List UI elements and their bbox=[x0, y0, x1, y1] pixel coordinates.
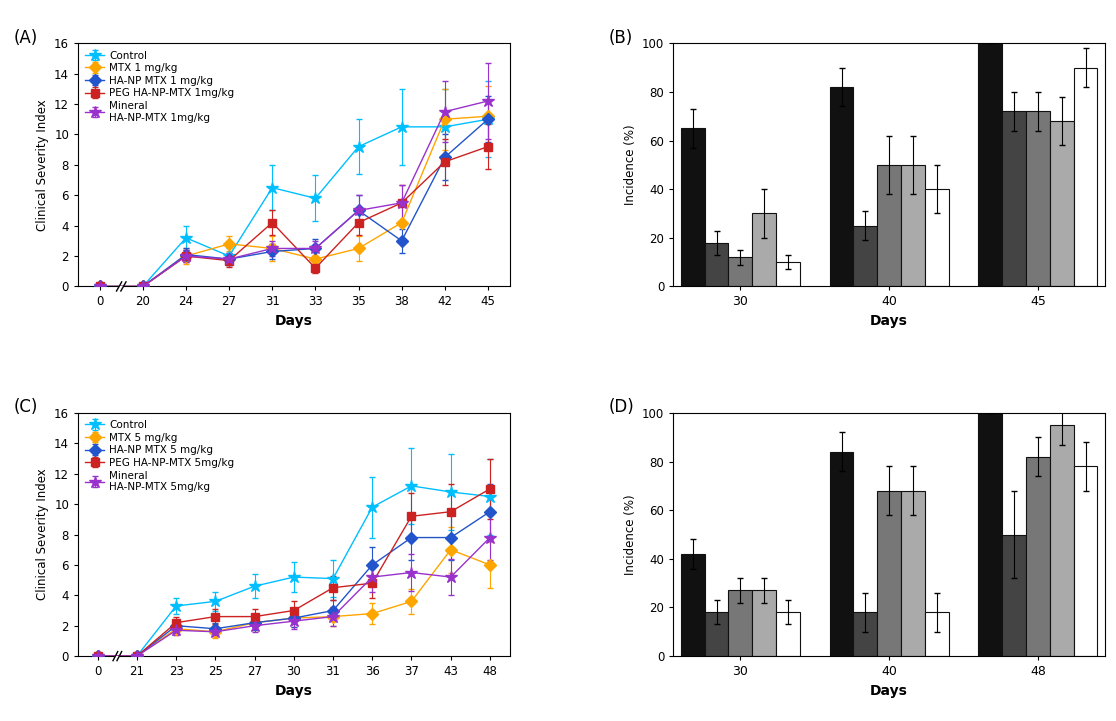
Legend: Control, MTX 1 mg/kg, HA-NP MTX 1 mg/kg, PEG HA-NP-MTX 1mg/kg, Mineral
HA-NP-MTX: Control, MTX 1 mg/kg, HA-NP MTX 1 mg/kg,… bbox=[84, 48, 237, 125]
Legend: Control, MTX 5 mg/kg, HA-NP MTX 5 mg/kg, PEG HA-NP-MTX 5mg/kg, Mineral
HA-NP-MTX: Control, MTX 5 mg/kg, HA-NP MTX 5 mg/kg,… bbox=[84, 418, 237, 495]
Bar bbox=[1074, 466, 1097, 656]
Bar bbox=[877, 491, 901, 656]
Bar bbox=[901, 165, 925, 286]
Bar bbox=[1050, 121, 1074, 286]
Bar bbox=[854, 612, 877, 656]
Bar bbox=[854, 226, 877, 286]
Bar bbox=[704, 243, 729, 286]
Text: (C): (C) bbox=[13, 398, 38, 416]
Bar bbox=[1026, 456, 1050, 656]
Bar bbox=[776, 612, 800, 656]
Y-axis label: Clinical Severity Index: Clinical Severity Index bbox=[36, 469, 48, 601]
Bar bbox=[1002, 534, 1026, 656]
X-axis label: Days: Days bbox=[275, 684, 312, 698]
Bar bbox=[681, 554, 704, 656]
Bar bbox=[877, 165, 901, 286]
Bar bbox=[925, 612, 949, 656]
Bar bbox=[1026, 111, 1050, 286]
Bar bbox=[979, 413, 1002, 656]
Bar bbox=[704, 612, 729, 656]
Bar bbox=[979, 43, 1002, 286]
Bar bbox=[1074, 68, 1097, 286]
X-axis label: Days: Days bbox=[275, 314, 312, 328]
Bar bbox=[752, 213, 776, 286]
Bar bbox=[829, 452, 854, 656]
Text: (A): (A) bbox=[13, 29, 38, 47]
Y-axis label: Incidence (%): Incidence (%) bbox=[624, 125, 636, 205]
Y-axis label: Incidence (%): Incidence (%) bbox=[624, 494, 636, 575]
Bar bbox=[901, 491, 925, 656]
X-axis label: Days: Days bbox=[870, 314, 908, 328]
Bar bbox=[776, 262, 800, 286]
Bar bbox=[925, 189, 949, 286]
Text: (B): (B) bbox=[608, 29, 633, 47]
Bar bbox=[729, 257, 752, 286]
Bar bbox=[681, 128, 704, 286]
Bar bbox=[829, 87, 854, 286]
Bar bbox=[1050, 425, 1074, 656]
Text: (D): (D) bbox=[608, 398, 635, 416]
Bar bbox=[752, 590, 776, 656]
X-axis label: Days: Days bbox=[870, 684, 908, 698]
Bar bbox=[729, 590, 752, 656]
Y-axis label: Clinical Severity Index: Clinical Severity Index bbox=[36, 99, 48, 231]
Bar bbox=[1002, 111, 1026, 286]
